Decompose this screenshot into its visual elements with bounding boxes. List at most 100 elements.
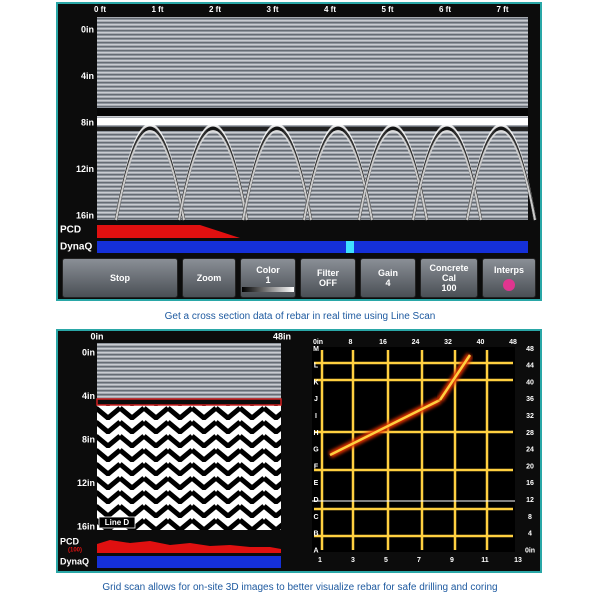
hyperbola — [242, 130, 312, 221]
button-label: Interps — [493, 265, 524, 275]
reflection-band — [97, 118, 528, 125]
line-label-box — [98, 516, 136, 529]
button-value: 4 — [385, 278, 391, 288]
color-swatch — [242, 286, 294, 292]
grid-right-label: 24 — [526, 447, 534, 454]
grid-right-label: 8 — [528, 514, 532, 521]
grid-row-label: J — [314, 396, 318, 403]
grid-top-label: 0in — [313, 339, 323, 346]
grid-right-label: 16 — [526, 480, 534, 487]
grid-top-label: 16 — [379, 339, 387, 346]
grid-right-label: 28 — [526, 430, 534, 437]
grid-top-label: 8 — [349, 339, 353, 346]
y-axis-label: 12in — [77, 478, 95, 488]
button[interactable]: Stop — [62, 258, 178, 298]
hyperbola — [358, 130, 428, 221]
button-label: Color — [256, 264, 280, 275]
grid-row-label: F — [314, 463, 319, 470]
button-label: Stop — [110, 273, 130, 283]
grid-bottom-label: 1 — [318, 557, 322, 564]
button-label: Gain — [377, 268, 398, 278]
button[interactable]: Gain 4 — [360, 258, 416, 298]
grid-right-label: 48 — [526, 346, 534, 353]
x-axis-label: 3 ft — [267, 5, 279, 14]
grid-right-label: 0in — [525, 547, 535, 554]
button-label: Filter — [316, 268, 339, 278]
button[interactable]: Zoom — [182, 258, 236, 298]
x-axis-label: 0 ft — [94, 5, 106, 14]
button-label: Concrete Cal — [429, 263, 469, 283]
rebar-map — [314, 350, 513, 550]
dynaq-marker — [346, 241, 354, 253]
pcd-bar — [97, 225, 240, 238]
caption: Grid scan allows for on-site 3D images t… — [102, 582, 498, 593]
grid-top-label: 32 — [444, 339, 452, 346]
x-axis-label: 1 ft — [152, 5, 164, 14]
button[interactable]: Concrete Cal 100 — [420, 258, 478, 298]
hyperbola — [466, 130, 536, 221]
x-axis-label: 5 ft — [382, 5, 394, 14]
dynaq-label: DynaQ — [60, 556, 89, 566]
grid-row-label: I — [315, 413, 317, 420]
line-label: Line D — [105, 518, 130, 527]
hyperbola — [178, 130, 248, 221]
grid-line-image — [97, 405, 281, 530]
y-axis-label: 4in — [82, 391, 95, 401]
y-axis-label: 8in — [81, 117, 94, 127]
grid-top-label: 48 — [509, 339, 517, 346]
grid-row-label: L — [314, 363, 319, 370]
y-axis-label: 0in — [82, 347, 95, 357]
grid-right-label: 40 — [526, 379, 534, 386]
grid-line-image — [97, 343, 281, 399]
button-value: 100 — [441, 283, 457, 293]
hyperbola — [303, 130, 373, 221]
rebar — [329, 398, 441, 457]
grid-row-label: K — [313, 379, 318, 386]
y-axis-label: 12in — [76, 164, 94, 174]
reflection-band — [97, 108, 528, 116]
grid-right-label: 20 — [526, 463, 534, 470]
line-cursor — [96, 398, 282, 406]
grid-bottom-label: 9 — [450, 557, 454, 564]
dynaq-bar — [97, 241, 528, 253]
button-value: 1 — [265, 274, 271, 285]
button-label: Zoom — [196, 273, 222, 283]
y-axis-label: 0in — [81, 24, 94, 34]
y-axis-label: 8in — [82, 434, 95, 444]
grid-bottom-label: 3 — [351, 557, 355, 564]
grid-row-label: M — [313, 346, 319, 353]
x-axis-label: 0in — [90, 331, 103, 341]
grid-top-label: 40 — [477, 339, 485, 346]
grid-right-label: 12 — [526, 497, 534, 504]
pcd-label: PCD — [60, 536, 80, 546]
dynaq-label: DynaQ — [60, 242, 92, 253]
y-axis-label: 4in — [81, 71, 94, 81]
grid-bottom-label: 13 — [514, 557, 522, 564]
reflection-band — [97, 127, 528, 131]
x-axis-label: 48in — [273, 331, 291, 341]
x-axis-label: 4 ft — [324, 5, 336, 14]
pcd-bar — [97, 540, 281, 553]
button[interactable]: Filter OFF — [300, 258, 356, 298]
rebar — [438, 354, 472, 401]
y-axis-label: 16in — [77, 521, 95, 531]
interps-indicator — [503, 279, 515, 291]
x-axis-label: 7 ft — [497, 5, 509, 14]
button[interactable]: Interps — [482, 258, 536, 298]
button[interactable]: Color 1 — [240, 258, 296, 298]
grid-row-label: G — [313, 447, 319, 454]
grid-right-label: 4 — [528, 531, 532, 538]
grid-row-label: H — [313, 430, 318, 437]
grid-bottom-label: 5 — [384, 557, 388, 564]
grid-top-label: 24 — [412, 339, 420, 346]
grid-right-label: 32 — [526, 413, 534, 420]
dynaq-bar — [97, 556, 281, 568]
grid-row-label: A — [313, 547, 318, 554]
grid-right-label: 36 — [526, 396, 534, 403]
grid-row-label: B — [313, 531, 318, 538]
caption: Get a cross section data of rebar in rea… — [164, 311, 436, 322]
rebar-hyperbolas — [114, 123, 537, 221]
hyperbola — [412, 130, 482, 221]
